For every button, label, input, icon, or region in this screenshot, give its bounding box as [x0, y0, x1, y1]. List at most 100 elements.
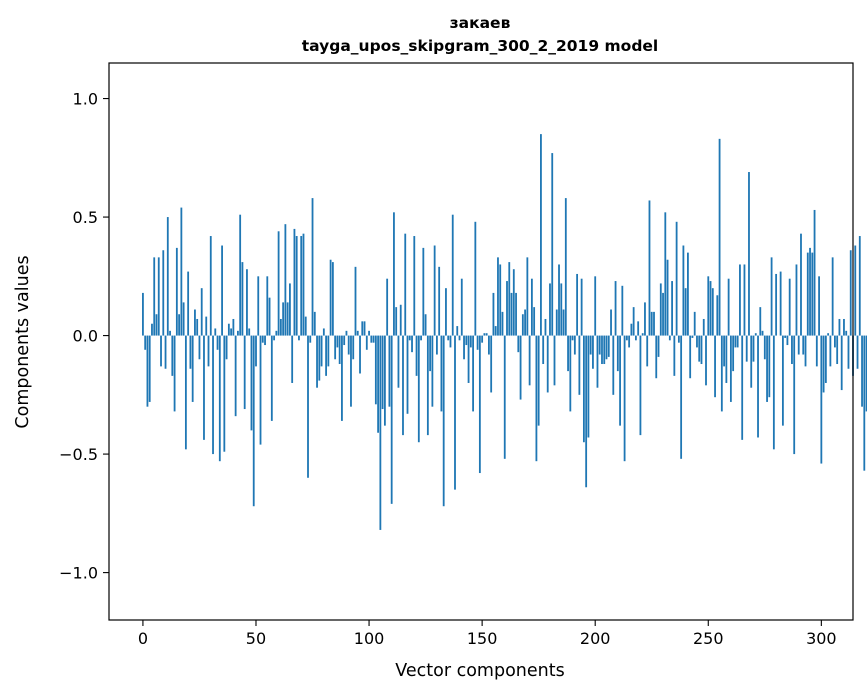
- bar-95: [356, 330, 359, 336]
- bar-258: [725, 335, 728, 383]
- bar-71: [302, 233, 305, 336]
- bar-250: [707, 276, 710, 336]
- bar-57: [270, 335, 273, 421]
- bar-19: [184, 335, 187, 450]
- bar-116: [404, 233, 407, 336]
- bar-67: [293, 228, 296, 336]
- bar-278: [770, 257, 773, 336]
- bar-182: [553, 335, 556, 386]
- bar-87: [338, 335, 341, 365]
- bar-72: [304, 316, 307, 336]
- bar-111: [393, 212, 395, 336]
- bar-221: [641, 333, 644, 336]
- bar-123: [420, 335, 422, 341]
- bar-300: [820, 335, 823, 464]
- bar-157: [497, 257, 499, 336]
- bar-99: [365, 335, 368, 350]
- bar-113: [397, 335, 400, 388]
- bar-208: [612, 335, 615, 395]
- bar-196: [585, 335, 588, 488]
- bar-17: [180, 207, 183, 336]
- bar-147: [474, 221, 477, 336]
- bar-56: [268, 297, 271, 336]
- bar-253: [714, 335, 716, 398]
- bar-53: [261, 335, 264, 343]
- bar-103: [374, 335, 377, 405]
- bar-62: [282, 302, 285, 336]
- bar-82: [327, 335, 330, 367]
- bar-236: [675, 221, 678, 336]
- bar-245: [696, 335, 698, 348]
- bar-143: [465, 335, 468, 346]
- bar-60: [277, 231, 280, 336]
- bar-254: [716, 295, 719, 336]
- x-tick-label-100: 100: [354, 629, 385, 648]
- bars-group: [142, 134, 867, 530]
- bar-160: [503, 335, 506, 459]
- bar-54: [264, 335, 266, 346]
- bar-27: [203, 335, 205, 440]
- y-tick-label-0: −1.0: [59, 564, 98, 583]
- chart-title: закаев: [450, 14, 511, 32]
- bar-102: [372, 335, 375, 343]
- bar-32: [214, 328, 217, 336]
- bar-150: [481, 335, 484, 343]
- bar-219: [637, 321, 640, 336]
- bar-193: [578, 335, 581, 395]
- bar-108: [386, 278, 389, 336]
- bar-34: [218, 335, 221, 462]
- bar-220: [639, 335, 642, 436]
- bar-133: [442, 335, 445, 507]
- bar-307: [836, 335, 839, 365]
- bar-8: [160, 335, 162, 367]
- bar-41: [234, 335, 237, 417]
- bar-181: [551, 153, 554, 336]
- bar-79: [320, 335, 323, 367]
- bar-136: [449, 335, 452, 348]
- bar-191: [573, 335, 576, 355]
- bar-242: [689, 335, 692, 379]
- bar-244: [693, 311, 696, 336]
- bar-68: [295, 236, 298, 336]
- bar-302: [824, 335, 827, 383]
- bar-65: [289, 283, 291, 336]
- bar-287: [791, 335, 793, 365]
- bar-312: [847, 335, 850, 369]
- bar-110: [390, 335, 393, 504]
- bar-319: [863, 335, 866, 471]
- bar-45: [243, 335, 246, 410]
- bar-52: [259, 335, 262, 445]
- bar-33: [216, 335, 219, 350]
- bar-275: [763, 335, 766, 360]
- bar-248: [702, 318, 705, 336]
- bar-222: [644, 302, 646, 336]
- bar-194: [580, 278, 583, 336]
- bar-305: [831, 257, 834, 336]
- bar-171: [528, 335, 531, 386]
- bar-199: [592, 335, 594, 369]
- bar-89: [343, 335, 346, 346]
- bar-158: [499, 264, 502, 336]
- bar-104: [377, 335, 380, 433]
- bar-44: [241, 262, 244, 336]
- bar-223: [646, 335, 649, 367]
- bar-209: [614, 281, 617, 336]
- bar-131: [438, 266, 441, 336]
- bar-269: [750, 335, 753, 388]
- bar-81: [325, 335, 327, 376]
- x-tick-label-300: 300: [806, 629, 837, 648]
- bar-50: [255, 335, 257, 367]
- bar-14: [173, 335, 176, 412]
- bar-279: [772, 335, 775, 450]
- bar-296: [811, 252, 814, 336]
- bar-272: [757, 335, 759, 438]
- bar-241: [687, 252, 689, 336]
- bar-263: [736, 335, 739, 348]
- bar-38: [227, 323, 230, 336]
- bar-317: [858, 236, 861, 336]
- bar-29: [207, 335, 210, 367]
- bar-266: [743, 264, 746, 336]
- bar-165: [515, 292, 517, 336]
- bar-140: [458, 335, 461, 341]
